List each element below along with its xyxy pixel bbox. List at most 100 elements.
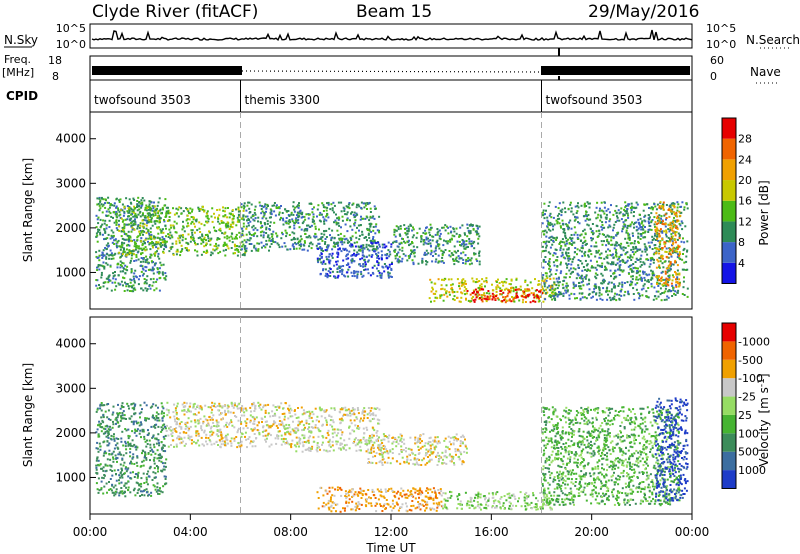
power-cell [130,270,133,273]
velocity-cell [141,460,144,463]
power-cell [670,210,673,213]
power-cell [155,246,158,249]
power-cell [596,264,599,267]
power-cell [575,277,578,280]
velocity-cell [101,404,104,407]
power-cell [606,240,609,243]
power-cell [614,292,617,295]
power-cell [600,272,603,275]
power-cell [656,215,659,218]
power-cell [538,297,540,300]
power-cell [616,219,619,222]
power-cell [342,259,345,262]
power-cell [132,284,135,287]
power-cell [205,244,207,247]
power-cell [479,284,481,287]
power-cell [116,241,119,244]
power-cell [583,236,586,239]
power-cell [370,230,373,233]
power-cell [128,235,131,238]
velocity-cell [127,441,129,444]
power-cell [656,227,659,230]
velocity-cell [157,406,159,409]
power-cell [663,223,666,226]
power-cell [478,260,481,263]
power-cell [157,210,160,213]
power-cell [654,228,657,231]
power-cell [676,291,679,294]
power-cell [404,241,407,244]
power-cell [250,243,253,245]
power-cell [674,259,677,262]
velocity-cell [121,457,124,460]
power-cell [568,221,571,224]
power-cell [618,212,621,215]
power-cell [654,247,657,250]
velocity-cell [110,438,113,441]
power-cell [340,201,343,204]
velocity-cell [117,403,119,406]
power-cell [205,239,207,242]
power-cell [342,265,345,267]
velocity-cell [128,417,131,420]
power-cell [653,223,656,226]
power-cell [106,237,109,240]
velocity-cell [115,419,118,422]
power-cell [325,215,328,218]
power-cell [360,206,363,209]
power-cell [137,235,140,238]
power-cell [399,227,402,230]
power-cell [245,225,248,228]
power-cell [639,226,642,229]
velocity-cell [130,460,132,463]
velocity-cell [286,427,289,430]
power-cell [347,203,350,206]
power-cell [150,218,153,221]
power-cell [104,198,107,201]
power-cell [406,236,409,239]
power-cell [595,277,598,280]
power-cell [595,251,598,254]
power-cell [120,246,123,249]
power-cell [150,269,153,272]
power-cell [223,215,226,218]
power-cell [165,206,168,209]
power-cell [570,243,573,246]
power-cell [610,236,613,239]
velocity-cell [235,436,238,438]
power-cell [668,251,671,254]
power-cell [369,215,372,218]
power-cell [333,221,335,224]
power-cell [356,275,359,278]
power-cell [115,220,118,223]
power-cell [556,214,559,217]
power-cell [270,216,272,219]
power-cell [316,257,319,260]
power-cell [584,213,587,216]
power-cell [359,218,362,221]
power-cell [273,221,276,224]
power-cell [209,254,212,257]
power-cell [127,215,129,218]
power-cell [607,242,610,245]
velocity-cell [112,456,114,459]
power-cell [633,240,636,243]
power-cell [633,298,636,301]
power-cell [130,254,133,257]
velocity-cell [125,418,127,420]
power-cell [364,217,367,220]
velocity-cell [134,412,137,415]
power-cell [659,240,662,243]
power-cell [157,214,160,217]
power-cell [185,247,188,250]
power-cell [103,222,106,225]
power-cell [406,259,409,262]
power-cell [372,241,375,244]
power-cell [131,226,134,229]
power-cell [315,244,318,247]
power-cell [599,219,602,222]
power-cell [669,209,672,212]
power-cell [597,249,600,252]
power-cell [375,252,377,255]
power-cell [126,210,129,213]
